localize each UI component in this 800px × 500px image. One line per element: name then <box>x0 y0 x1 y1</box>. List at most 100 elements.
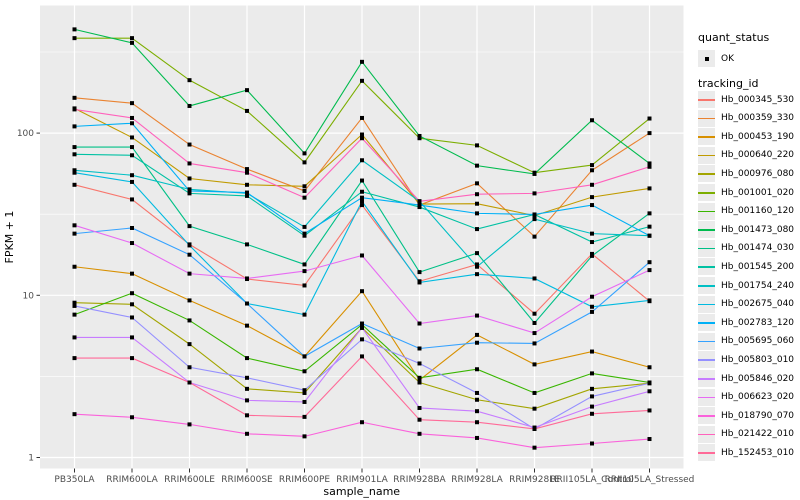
data-point <box>360 253 364 258</box>
legend-label: Hb_006623_020 <box>721 392 795 403</box>
data-point <box>475 227 479 232</box>
data-point <box>532 390 537 395</box>
data-point <box>72 27 77 32</box>
data-point <box>72 412 77 417</box>
legend-key-line-icon <box>698 117 715 120</box>
data-point <box>302 434 307 439</box>
data-point <box>130 197 134 202</box>
data-point <box>590 371 594 376</box>
data-point <box>187 176 192 181</box>
legend-key-swatch <box>698 407 715 425</box>
data-point <box>130 145 134 150</box>
data-point <box>187 243 192 248</box>
data-point <box>475 272 479 277</box>
data-point <box>187 271 192 276</box>
data-point <box>130 315 134 320</box>
data-point <box>647 381 652 386</box>
legend-title-quant-status: quant_status <box>698 31 770 44</box>
data-point <box>647 260 652 265</box>
legend-key-swatch <box>698 202 715 220</box>
y-tick-label: 100 <box>17 129 34 139</box>
legend-label: Hb_005803_010 <box>721 354 795 365</box>
data-point <box>245 193 249 198</box>
data-point <box>302 151 307 156</box>
data-point <box>302 188 307 193</box>
y-tick-label: 10 <box>23 291 35 301</box>
legend-label: Hb_018790_070 <box>721 410 795 421</box>
x-tick-label: RRIM600SE <box>221 475 273 485</box>
data-point <box>417 346 422 351</box>
data-point <box>245 375 249 380</box>
data-point <box>187 161 192 166</box>
data-point <box>475 397 479 402</box>
data-point <box>72 152 77 157</box>
data-point <box>187 365 192 370</box>
legend-key-swatch <box>698 91 715 108</box>
data-point <box>245 108 249 113</box>
legend-key-line-icon <box>698 415 715 417</box>
data-point <box>360 289 364 294</box>
legend-item-Hb_000345_530: Hb_000345_530 <box>698 91 794 108</box>
legend-key-swatch <box>698 184 715 201</box>
data-point <box>647 161 652 166</box>
legend-item-quant-ok: OK <box>698 50 734 67</box>
data-point <box>245 356 249 361</box>
data-point <box>590 195 594 200</box>
data-point <box>475 192 479 197</box>
legend-key-swatch <box>698 425 715 443</box>
data-point <box>475 143 479 148</box>
data-point <box>532 445 537 450</box>
data-point <box>590 253 594 258</box>
data-point <box>475 181 479 186</box>
data-point <box>72 168 77 173</box>
data-point <box>417 378 422 383</box>
data-point <box>72 124 77 129</box>
data-point <box>187 380 192 385</box>
data-point <box>245 386 249 391</box>
legend-label: Hb_002783_120 <box>721 317 795 328</box>
data-point <box>590 309 594 314</box>
legend-label: Hb_000976_080 <box>721 168 795 179</box>
data-point <box>302 312 307 317</box>
data-point <box>590 404 594 409</box>
x-tick-label: RRII105LA_Stressed <box>605 475 695 485</box>
data-point <box>187 191 192 196</box>
legend-label: Hb_000453_190 <box>721 131 795 142</box>
data-point <box>302 262 307 267</box>
legend-item-Hb_001474_030: Hb_001474_030 <box>698 239 794 257</box>
x-tick-label: RRIM928LA <box>451 475 503 485</box>
legend-key-line-icon <box>698 247 715 250</box>
data-point <box>475 264 479 269</box>
data-point <box>532 217 537 222</box>
data-point <box>360 115 364 120</box>
data-point <box>360 59 364 64</box>
data-point <box>647 268 652 273</box>
data-point <box>590 304 594 309</box>
legend-key-line-icon <box>698 136 715 138</box>
data-point <box>130 40 134 45</box>
data-point <box>130 135 134 140</box>
legend-key-swatch <box>698 295 715 313</box>
data-point <box>245 413 249 418</box>
data-point <box>302 231 307 236</box>
data-point <box>647 164 652 169</box>
legend-key-swatch <box>698 314 715 332</box>
data-point <box>647 116 652 121</box>
data-point <box>187 224 192 229</box>
data-point <box>417 203 422 208</box>
data-point <box>417 361 422 366</box>
x-tick-label: RRIM928LE <box>509 475 560 485</box>
data-point <box>475 262 479 267</box>
data-point <box>360 132 364 137</box>
data-point <box>72 335 77 340</box>
y-axis-title: FPKM + 1 <box>3 211 16 264</box>
x-tick-label: RRII105LA_Control <box>550 475 633 485</box>
legend-key-swatch <box>698 128 715 146</box>
data-point <box>590 411 594 416</box>
legend-key-swatch <box>698 221 715 239</box>
data-point <box>417 431 422 436</box>
data-point <box>475 163 479 168</box>
x-tick-label: RRIM600LA <box>106 475 158 485</box>
data-point <box>302 269 307 274</box>
